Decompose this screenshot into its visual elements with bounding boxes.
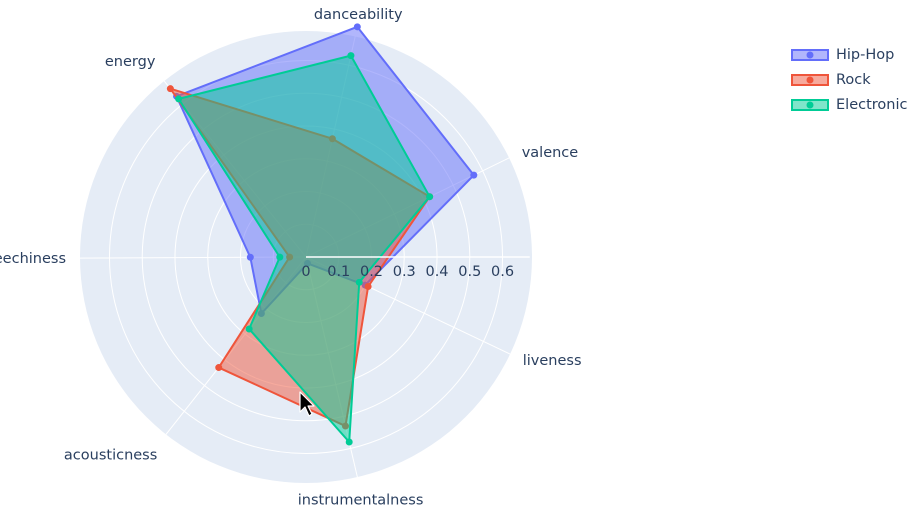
legend-swatch (791, 98, 829, 111)
radial-tick-label: 0.5 (458, 264, 481, 280)
radial-tick-label: 0.3 (393, 264, 416, 280)
radial-tick-label: 0.6 (491, 264, 514, 280)
legend-swatch-marker (806, 51, 814, 58)
legend-item-rock[interactable]: Rock (790, 67, 907, 92)
data-point-electronic (175, 95, 183, 103)
radial-ticks: 0 0.1 0.2 0.3 0.4 0.5 0.6 (301, 256, 530, 280)
data-point-hip-hop (353, 23, 361, 31)
angular-axis-label: energy (105, 54, 156, 70)
angular-axis-label: liveness (523, 353, 582, 369)
data-point-electronic (426, 193, 434, 201)
angular-axis-label: danceability (314, 7, 403, 23)
radial-tick-label: 0.4 (425, 264, 448, 280)
data-point-hip-hop (246, 253, 254, 261)
series-area-electronic (177, 54, 431, 443)
data-point-rock (166, 85, 174, 93)
legend-label: Rock (836, 71, 871, 88)
radial-tick-label: 0 (301, 264, 310, 280)
legend-label: Hip-Hop (836, 46, 895, 63)
legend: Hip-Hop Rock Electronic (790, 42, 907, 117)
data-point-electronic (355, 278, 363, 286)
data-point-electronic (245, 325, 253, 333)
angular-labels: valence liveness instrumentalness acousticn… (0, 7, 582, 506)
legend-swatch (791, 73, 829, 86)
legend-swatch (791, 48, 829, 61)
data-point-hip-hop (470, 171, 478, 179)
data-point-electronic (276, 253, 284, 261)
legend-swatch-marker (806, 76, 814, 83)
data-point-electronic (345, 438, 353, 446)
mouse-cursor-icon (299, 391, 315, 417)
data-point-rock (364, 283, 372, 291)
legend-item-electronic[interactable]: Electronic (790, 92, 907, 117)
legend-item-hip-hop[interactable]: Hip-Hop (790, 42, 907, 67)
legend-swatch-marker (806, 101, 814, 108)
angular-axis-label: speechiness (0, 251, 66, 267)
legend-label: Electronic (836, 96, 908, 113)
radial-tick-label: 0.1 (327, 264, 350, 280)
radial-tick-label: 0.2 (360, 264, 383, 280)
series-layer (166, 23, 478, 446)
data-point-rock (215, 364, 223, 372)
data-point-electronic (347, 52, 355, 60)
angular-axis-label: instrumentalness (298, 493, 424, 506)
angular-axis-label: valence (522, 145, 579, 161)
angular-axis-label: acousticness (64, 447, 157, 463)
